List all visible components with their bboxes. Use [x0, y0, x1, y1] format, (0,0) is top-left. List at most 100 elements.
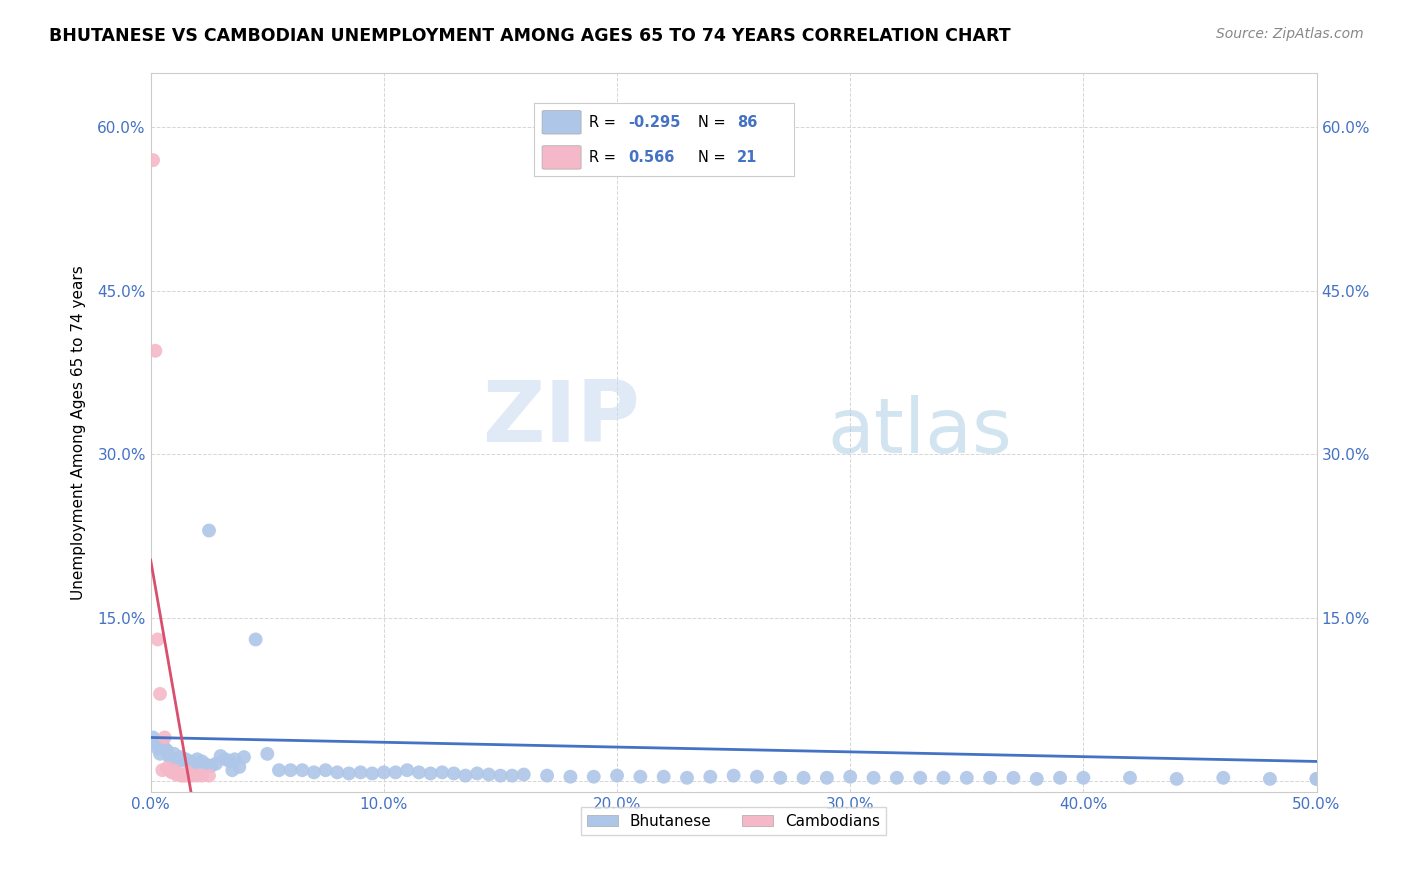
- Point: [153, 741, 176, 756]
- Point: [156, 761, 179, 775]
- Point: [699, 770, 721, 784]
- Point: [177, 765, 200, 780]
- Point: [146, 632, 169, 647]
- Point: [560, 770, 582, 784]
- Point: [165, 752, 187, 766]
- Point: [179, 769, 201, 783]
- Text: R =: R =: [589, 150, 620, 165]
- Point: [361, 766, 384, 780]
- FancyBboxPatch shape: [543, 145, 581, 169]
- Point: [172, 752, 194, 766]
- Point: [454, 769, 477, 783]
- Point: [186, 752, 208, 766]
- Text: R =: R =: [589, 115, 620, 130]
- Point: [1119, 771, 1142, 785]
- Point: [501, 769, 523, 783]
- Point: [174, 752, 197, 766]
- Point: [186, 769, 208, 783]
- Point: [150, 763, 173, 777]
- Point: [200, 759, 222, 773]
- Point: [956, 771, 979, 785]
- Point: [1212, 771, 1234, 785]
- Point: [170, 750, 193, 764]
- Point: [214, 752, 236, 766]
- Point: [146, 741, 169, 756]
- Point: [652, 770, 675, 784]
- Point: [167, 766, 190, 780]
- Point: [245, 632, 267, 647]
- Point: [174, 769, 197, 783]
- Point: [745, 770, 768, 784]
- Text: Source: ZipAtlas.com: Source: ZipAtlas.com: [1216, 27, 1364, 41]
- Point: [769, 771, 792, 785]
- Point: [172, 769, 194, 783]
- Point: [170, 769, 193, 783]
- Point: [793, 771, 815, 785]
- Point: [157, 763, 180, 777]
- Point: [408, 765, 430, 780]
- Point: [184, 757, 207, 772]
- Point: [280, 763, 302, 777]
- Point: [145, 736, 167, 750]
- Point: [419, 766, 441, 780]
- Point: [150, 736, 173, 750]
- Point: [177, 755, 200, 769]
- Point: [163, 763, 186, 777]
- Point: [219, 755, 242, 769]
- Point: [373, 765, 395, 780]
- Point: [1166, 772, 1188, 786]
- Point: [224, 752, 246, 766]
- Point: [209, 749, 232, 764]
- Text: atlas: atlas: [827, 395, 1012, 469]
- Point: [142, 731, 165, 745]
- Point: [198, 769, 221, 783]
- Point: [291, 763, 314, 777]
- Point: [932, 771, 955, 785]
- Point: [628, 770, 651, 784]
- Point: [179, 755, 201, 769]
- Point: [862, 771, 884, 785]
- Point: [326, 765, 349, 780]
- Point: [430, 765, 453, 780]
- Point: [1049, 771, 1071, 785]
- Point: [167, 755, 190, 769]
- Text: -0.295: -0.295: [628, 115, 681, 130]
- Point: [157, 750, 180, 764]
- Point: [1002, 771, 1025, 785]
- Text: BHUTANESE VS CAMBODIAN UNEMPLOYMENT AMONG AGES 65 TO 74 YEARS CORRELATION CHART: BHUTANESE VS CAMBODIAN UNEMPLOYMENT AMON…: [49, 27, 1011, 45]
- Point: [536, 769, 558, 783]
- FancyBboxPatch shape: [543, 111, 581, 134]
- Point: [153, 731, 176, 745]
- Point: [149, 747, 172, 761]
- Point: [396, 763, 419, 777]
- Point: [815, 771, 838, 785]
- Point: [256, 747, 278, 761]
- Point: [233, 750, 256, 764]
- Text: ZIP: ZIP: [482, 376, 640, 459]
- Point: [489, 769, 512, 783]
- Point: [513, 767, 536, 781]
- Point: [839, 770, 862, 784]
- Y-axis label: Unemployment Among Ages 65 to 74 years: Unemployment Among Ages 65 to 74 years: [72, 265, 86, 599]
- Point: [979, 771, 1001, 785]
- Point: [149, 687, 172, 701]
- Point: [142, 153, 165, 168]
- Point: [1258, 772, 1281, 786]
- Point: [478, 767, 501, 781]
- Point: [337, 766, 360, 780]
- Point: [606, 769, 628, 783]
- Text: 21: 21: [737, 150, 758, 165]
- Point: [181, 769, 204, 783]
- Point: [384, 765, 406, 780]
- Legend: Bhutanese, Cambodians: Bhutanese, Cambodians: [581, 807, 886, 835]
- Point: [582, 770, 605, 784]
- Point: [181, 756, 204, 771]
- Point: [198, 524, 221, 538]
- Point: [1073, 771, 1095, 785]
- Point: [1305, 772, 1327, 786]
- Point: [723, 769, 745, 783]
- Point: [205, 756, 228, 771]
- Point: [1025, 772, 1047, 786]
- Point: [195, 757, 218, 772]
- Point: [886, 771, 908, 785]
